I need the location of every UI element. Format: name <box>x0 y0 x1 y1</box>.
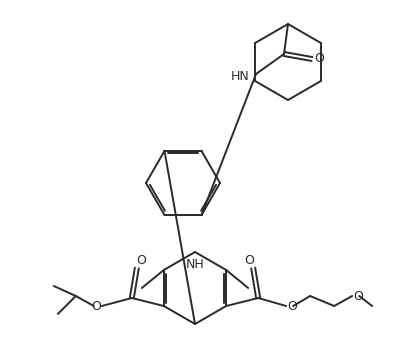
Text: O: O <box>314 53 324 65</box>
Text: O: O <box>287 299 297 313</box>
Text: O: O <box>136 254 146 268</box>
Text: O: O <box>353 290 363 302</box>
Text: HN: HN <box>231 70 250 83</box>
Text: O: O <box>244 254 254 268</box>
Text: NH: NH <box>186 257 204 270</box>
Text: O: O <box>91 299 101 313</box>
